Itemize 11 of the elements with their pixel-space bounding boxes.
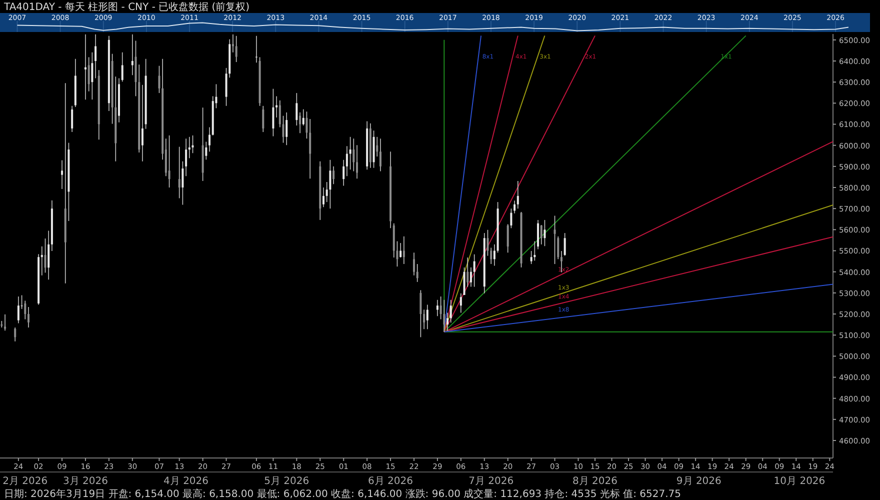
x2-tick-label: 4月 2026	[164, 476, 209, 487]
text: 日期: 2026年3月19日 开盘: 6,154.00 最高: 6,158.00 最低: 6,062.00 收盘: 6,146.00 涨跌: 96.00 成交量: 112,693 持仓: 4535 光标 值: 6527.75	[4, 488, 681, 500]
chart-title: TA401DAY - 每天 柱形图 - CNY - 已收盘数据 (前复权)	[3, 1, 250, 13]
x2-tick-label: 9月 2026	[676, 476, 722, 487]
x2-tick-label: 6月 2026	[368, 476, 414, 487]
x2-tick-label: 8月 2026	[572, 476, 618, 487]
x2-tick-label: 7月 2026	[468, 476, 514, 487]
x2-tick-label: 2月 2026	[2, 476, 48, 487]
x2-tick-label: 5月 2026	[264, 476, 310, 487]
x2-tick-label: 10月 2026	[774, 476, 826, 487]
x2-tick-label: 3月 2026	[62, 476, 108, 487]
